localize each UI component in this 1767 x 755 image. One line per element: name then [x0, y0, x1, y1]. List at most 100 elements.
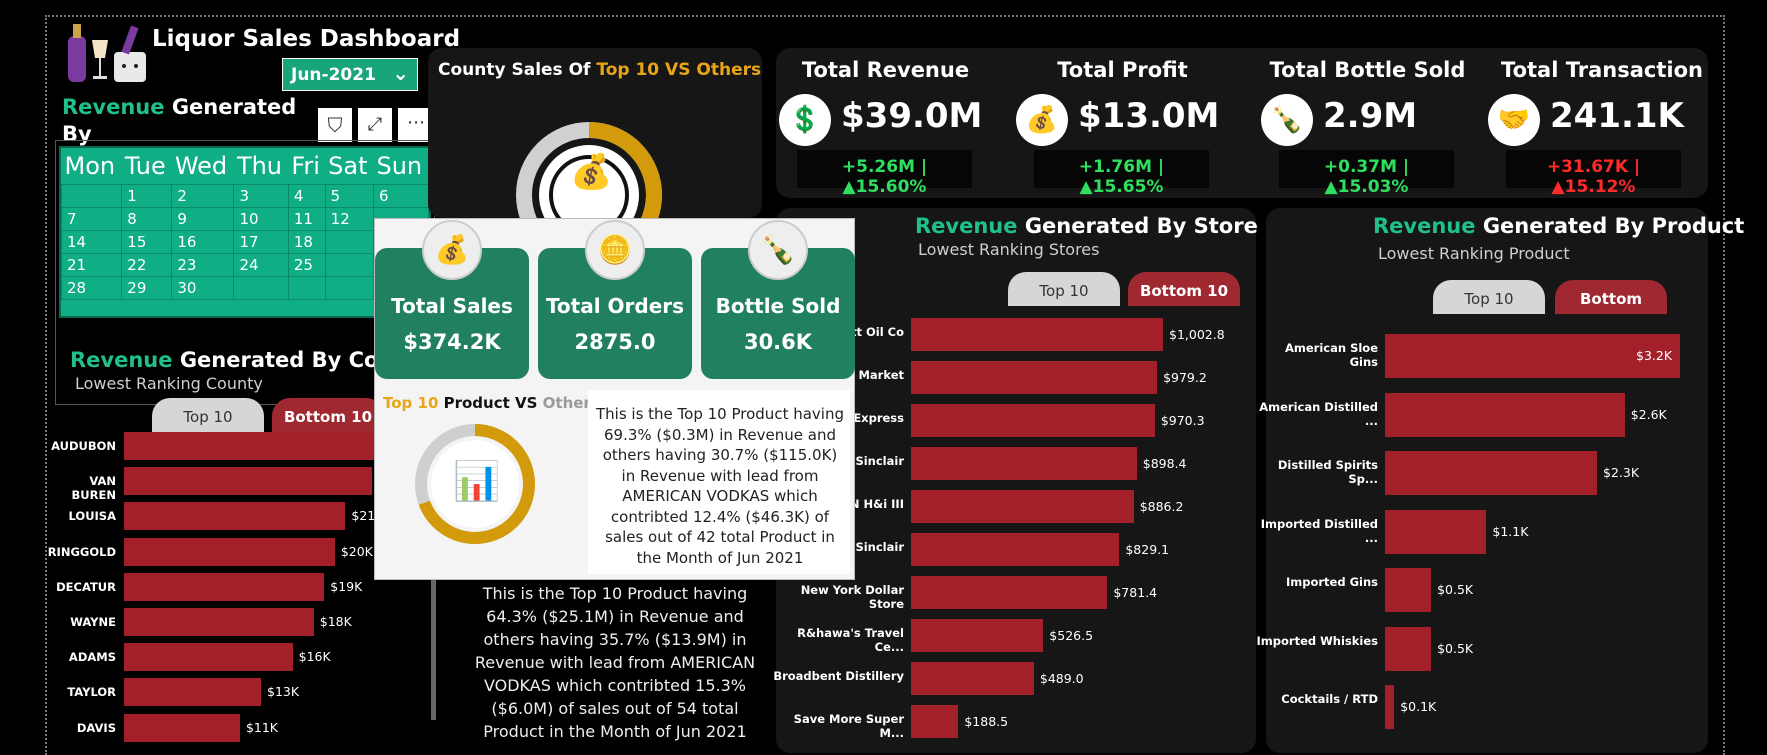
bar[interactable]	[124, 572, 325, 601]
product-growth-icon: 📊	[453, 459, 501, 503]
calendar-day-cell[interactable]: 29	[121, 276, 173, 300]
month-select-value: Jun-2021	[291, 65, 376, 85]
store-tab-bottom10[interactable]: Bottom 10	[1128, 272, 1240, 306]
bar[interactable]	[911, 705, 959, 738]
product-tab-bottom[interactable]: Bottom	[1555, 280, 1667, 314]
bar-label: Cocktails / RTD	[1281, 692, 1378, 706]
county-tab-bottom10[interactable]: Bottom 10	[272, 398, 384, 432]
bar[interactable]	[124, 678, 262, 707]
kpi-value: 2.9M	[1323, 96, 1418, 136]
filter-icon[interactable]: ⛉	[318, 108, 352, 142]
tooltip-card: 💰 Total Sales $374.2K	[375, 220, 529, 379]
tooltip-card: 🍾 Bottle Sold 30.6K	[701, 220, 855, 379]
bar[interactable]	[911, 533, 1120, 566]
calendar-day-cell[interactable]: 16	[171, 230, 235, 254]
bar[interactable]	[911, 662, 1034, 695]
calendar-day-cell[interactable]: 2	[171, 184, 235, 208]
logo-icon	[60, 22, 152, 86]
bar[interactable]	[911, 318, 1163, 351]
bar-label: AUDUBON	[51, 439, 116, 453]
month-select[interactable]: Jun-2021 ⌄	[282, 58, 418, 91]
bar-label: R&hawa's Travel Ce...	[797, 626, 904, 654]
bar[interactable]	[1385, 685, 1395, 729]
bar[interactable]	[1385, 568, 1432, 612]
tooltip-donut	[415, 424, 535, 544]
bar[interactable]	[124, 713, 240, 742]
calendar-day-cell[interactable]: 12	[324, 207, 374, 231]
bar[interactable]	[124, 608, 314, 636]
weekday-header[interactable]: Sun	[376, 152, 423, 180]
product-subtitle: Lowest Ranking Product	[1378, 244, 1570, 263]
tooltip-donut-title: Top 10 Product VS Others	[383, 394, 600, 412]
bar-value: $16K	[298, 649, 331, 665]
kpi-title: Total Revenue	[801, 58, 970, 82]
bar[interactable]	[911, 576, 1108, 609]
bar-value: $19K	[330, 578, 363, 594]
bar-value: $898.4	[1142, 455, 1187, 471]
calendar-day-cell[interactable]	[233, 276, 289, 300]
bar[interactable]	[1385, 509, 1487, 554]
calendar-day-cell[interactable]: 30	[171, 276, 235, 300]
bar[interactable]	[124, 643, 293, 672]
bar-label: VAN BUREN	[71, 474, 116, 503]
calendar-day-cell[interactable]: 15	[121, 230, 173, 254]
calendar-day-cell[interactable]: 10	[233, 207, 289, 231]
county-tab-top10[interactable]: Top 10	[152, 398, 264, 432]
focus-mode-icon[interactable]: ⤢	[358, 108, 392, 142]
weekday-header[interactable]: Sat	[328, 152, 368, 180]
calendar-day-cell[interactable]: 18	[287, 230, 326, 254]
calendar-day-cell[interactable]: 5	[324, 184, 374, 208]
calendar-day-cell[interactable]: 7	[60, 207, 123, 231]
kpi-value: $13.0M	[1078, 96, 1220, 136]
weekday-header[interactable]: Fri	[291, 152, 320, 180]
weekday-header[interactable]: Thu	[236, 152, 283, 180]
kpi-title: Total Profit	[1057, 58, 1188, 82]
tooltip-popup: 💰 Total Sales $374.2K 🪙 Total Orders 2875.0 🍾 B…	[374, 218, 855, 580]
bar-value: $2.3K	[1603, 465, 1640, 480]
bar[interactable]	[1385, 451, 1598, 495]
bar[interactable]	[1385, 626, 1432, 671]
weekday-header[interactable]: Mon	[64, 152, 116, 180]
bar-value: $1.1K	[1492, 523, 1529, 539]
calendar-day-cell[interactable]	[324, 253, 374, 277]
product-tab-top10[interactable]: Top 10	[1433, 280, 1545, 314]
money-bag-icon: 💰	[570, 152, 613, 192]
bar[interactable]	[124, 432, 377, 460]
bar-value: $886.2	[1139, 498, 1184, 514]
bar[interactable]	[911, 447, 1137, 480]
dashboard-frame	[45, 15, 1725, 755]
kpi-title: Total Bottle Sold	[1269, 58, 1466, 82]
calendar-day-cell[interactable]: 9	[171, 207, 235, 231]
scroll-divider[interactable]	[431, 580, 436, 720]
calendar-day-cell[interactable]	[287, 276, 326, 300]
calendar-day-cell[interactable]: 4	[287, 184, 326, 208]
bar[interactable]	[911, 619, 1044, 652]
bar-label: Imported Gins	[1285, 575, 1378, 589]
kpi-delta-badge: +0.37M | ▲15.03%	[1279, 150, 1454, 197]
bar[interactable]	[1385, 392, 1625, 437]
bar-label: New York Dollar Store	[800, 583, 904, 611]
bar[interactable]	[124, 537, 335, 566]
bar[interactable]	[1385, 334, 1680, 378]
store-tab-top10[interactable]: Top 10	[1008, 272, 1120, 306]
calendar-day-cell[interactable]: 17	[233, 230, 289, 254]
kpi-title: Total Transaction	[1501, 58, 1703, 82]
weekday-header[interactable]: Tue	[124, 152, 166, 180]
calendar-day-cell[interactable]: 22	[121, 253, 173, 277]
bar[interactable]	[124, 502, 346, 531]
calendar-day-cell[interactable]: 28	[60, 276, 123, 300]
bar-value: $188.5	[964, 713, 1009, 729]
bar-label: TAYLOR	[67, 685, 116, 700]
bar[interactable]	[124, 467, 372, 496]
calendar-day-cell[interactable]: 6	[372, 184, 430, 208]
bar-label: Distilled Spirits Sp...	[1277, 458, 1378, 486]
bar[interactable]	[911, 490, 1134, 523]
weekday-header[interactable]: Wed	[174, 152, 228, 180]
calendar-day-cell[interactable]: 21	[60, 253, 123, 277]
calendar-day-cell[interactable]	[60, 184, 123, 208]
bar[interactable]	[911, 404, 1155, 437]
bar-value: $20K	[340, 543, 373, 559]
calendar-day-cell[interactable]: 8	[121, 207, 173, 231]
calendar-day-cell[interactable]	[324, 276, 374, 300]
bar[interactable]	[911, 361, 1158, 394]
